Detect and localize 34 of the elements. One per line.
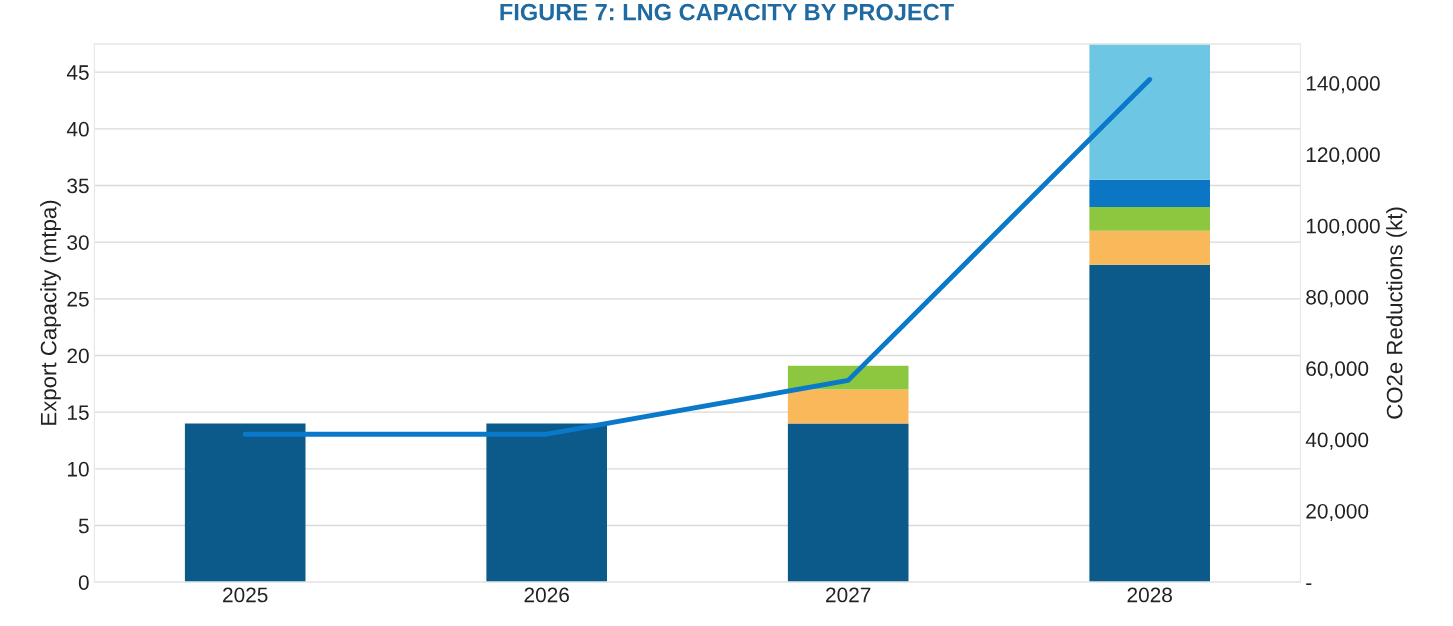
y-tick-label: 15 (68, 405, 89, 420)
y2-axis-title: CO2e Reductions (kt) (1386, 207, 1407, 419)
bar (1089, 43, 1210, 180)
x-tick-label: 2027 (826, 587, 871, 603)
bar (787, 423, 909, 583)
x-tick-label: 2025 (223, 587, 268, 603)
y2-tick-label: 80,000 (1306, 289, 1369, 308)
bar (1089, 264, 1210, 583)
y-tick-label: 5 (78, 518, 89, 534)
y2-tick-label: 20,000 (1306, 503, 1369, 522)
y-tick-label: 25 (67, 291, 89, 307)
y-axis-title: Export Capacity (mtpa) (40, 200, 61, 425)
bar (787, 389, 909, 424)
y2-tick-label: 120,000 (1306, 147, 1380, 165)
y-tick-label: 30 (67, 235, 89, 250)
x-tick-label: 2026 (524, 587, 569, 603)
bar (1089, 230, 1210, 265)
y2-tick-label: 40,000 (1305, 432, 1369, 450)
bar (486, 423, 607, 583)
y-tick-label: 0 (78, 575, 89, 590)
bar (1089, 179, 1210, 208)
y-tick-label: 45 (66, 65, 89, 80)
y2-tick-label: 100,000 (1306, 218, 1380, 236)
y-tick-label: 40 (66, 121, 89, 137)
y2-tick-label: 140,000 (1306, 76, 1380, 94)
x-tick-label: 2028 (1127, 587, 1172, 603)
y2-tick-label: 60,000 (1306, 361, 1369, 379)
bar (1089, 207, 1210, 231)
bar (184, 423, 306, 583)
y-tick-label: 10 (68, 461, 89, 477)
y2-tick-label: - (1306, 583, 1312, 586)
chart-title: FIGURE 7: LNG CAPACITY BY PROJECT (500, 3, 954, 21)
y-tick-label: 35 (67, 178, 89, 194)
y-tick-label: 20 (67, 348, 89, 364)
